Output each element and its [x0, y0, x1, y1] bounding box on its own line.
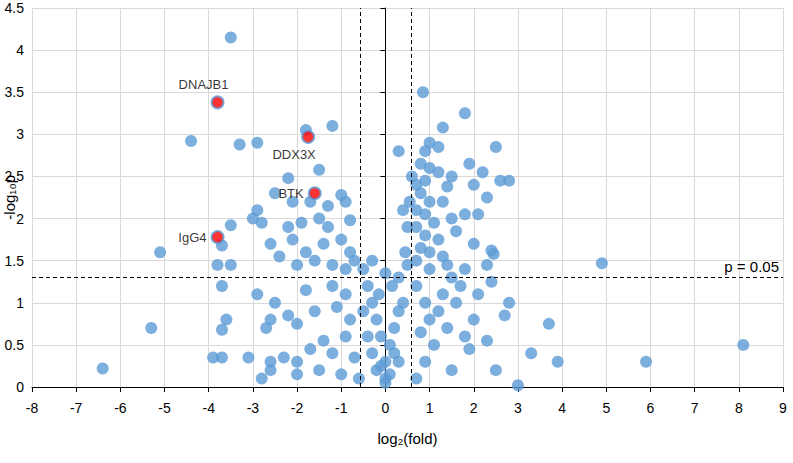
svg-text:0: 0 — [16, 379, 24, 395]
svg-text:2: 2 — [16, 211, 24, 227]
svg-text:7: 7 — [691, 400, 699, 416]
svg-text:1: 1 — [426, 400, 434, 416]
svg-text:log₂(fold): log₂(fold) — [377, 430, 437, 447]
svg-text:3.5: 3.5 — [5, 84, 25, 100]
svg-text:8: 8 — [735, 400, 743, 416]
svg-text:p = 0.05: p = 0.05 — [724, 258, 779, 275]
svg-text:-1: -1 — [335, 400, 348, 416]
svg-text:DNAJB1: DNAJB1 — [179, 77, 229, 92]
svg-text:1: 1 — [16, 295, 24, 311]
svg-text:-5: -5 — [158, 400, 171, 416]
svg-text:-3: -3 — [247, 400, 260, 416]
svg-text:DDX3X: DDX3X — [272, 147, 316, 162]
svg-text:9: 9 — [779, 400, 787, 416]
svg-text:0.5: 0.5 — [5, 337, 25, 353]
svg-text:-8: -8 — [26, 400, 39, 416]
svg-text:-4: -4 — [202, 400, 215, 416]
svg-text:4: 4 — [16, 42, 24, 58]
svg-text:3: 3 — [514, 400, 522, 416]
svg-text:-2: -2 — [291, 400, 304, 416]
svg-text:5: 5 — [602, 400, 610, 416]
svg-text:3: 3 — [16, 126, 24, 142]
svg-text:0: 0 — [382, 400, 390, 416]
svg-text:2.5: 2.5 — [5, 168, 25, 184]
svg-text:1.5: 1.5 — [5, 253, 25, 269]
svg-text:IgG4: IgG4 — [178, 230, 206, 245]
svg-text:4: 4 — [558, 400, 566, 416]
svg-text:6: 6 — [647, 400, 655, 416]
svg-text:-6: -6 — [114, 400, 127, 416]
svg-text:2: 2 — [470, 400, 478, 416]
svg-text:4.5: 4.5 — [5, 0, 25, 16]
svg-text:BTK: BTK — [278, 186, 304, 201]
svg-text:-7: -7 — [70, 400, 83, 416]
